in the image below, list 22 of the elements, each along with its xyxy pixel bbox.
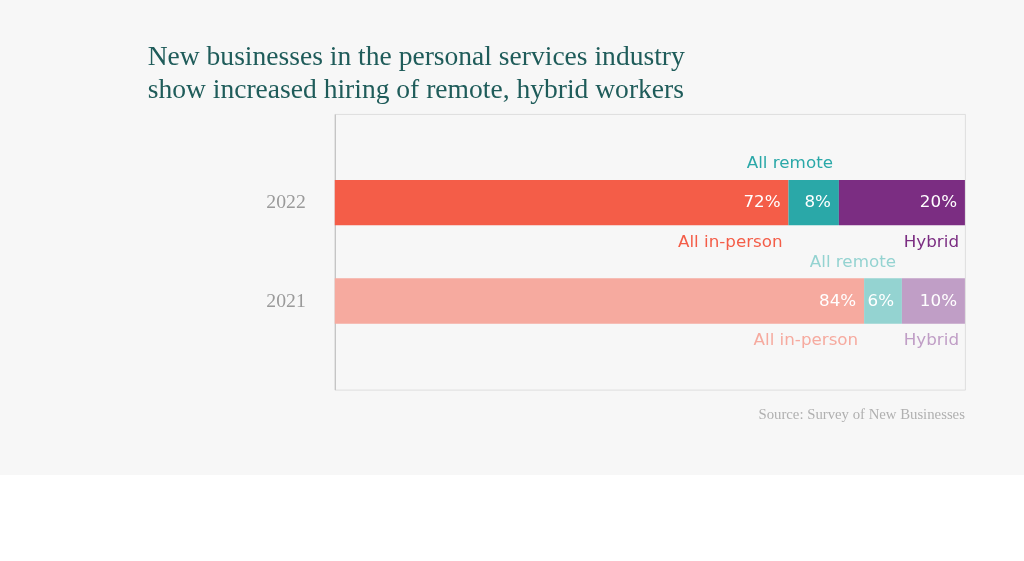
series-label: All in-person [677,230,783,251]
bar [334,179,789,226]
data-label: 20% [919,191,958,212]
data-label: 10% [919,289,958,310]
series-label: All remote [809,250,896,271]
y-tick-label: 2021 [266,288,306,311]
bar [864,278,902,324]
data-label: 72% [743,191,781,212]
source-note: Source: Survey of New Businesses [758,406,966,423]
text: All remote [746,152,833,173]
text: All in-person [753,329,859,350]
data-label: 84% [819,289,857,310]
bar [788,179,839,226]
y-tick-label: 2022 [266,190,306,213]
data-label: 6% [867,289,895,310]
chart-title: New businesses in the personal services industry show increased hiring of remote, hybrid workers [147,39,685,105]
series-label: Hybrid [903,230,960,251]
bar [838,179,965,226]
bar [901,278,965,324]
bar [334,278,865,324]
data-label: 8% [804,191,832,212]
text: Hybrid [903,329,960,350]
